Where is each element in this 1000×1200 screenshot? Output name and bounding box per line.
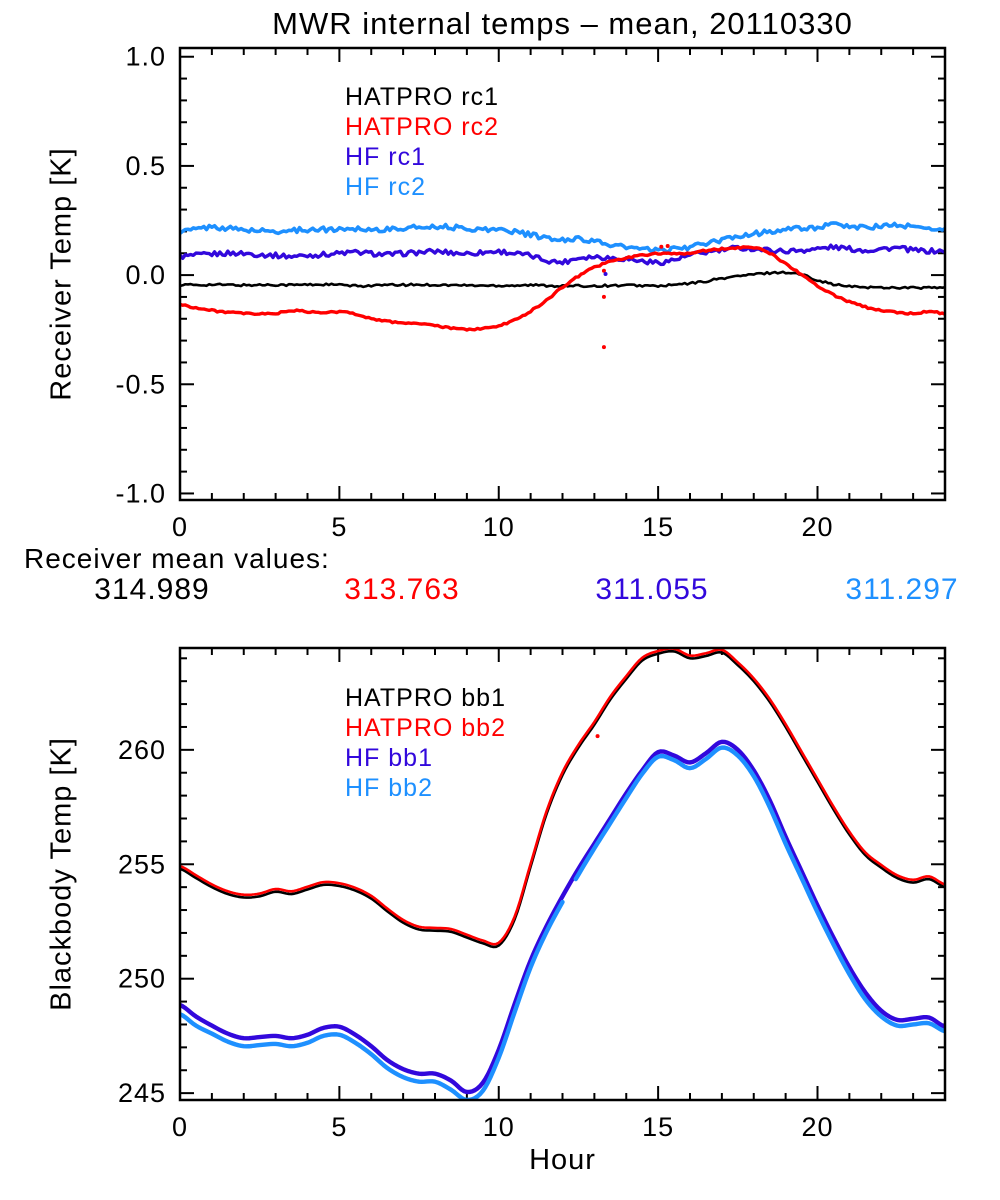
legend-hf-rc2: HF rc2 bbox=[345, 173, 426, 201]
receiver-temp-plot: 0 5 10 15 20 -1.0 -0.5 0.0 0.5 1.0 bbox=[115, 42, 947, 542]
hf-rc2-line bbox=[180, 221, 945, 254]
hour-axis-label: Hour bbox=[529, 1144, 596, 1176]
x-tick-label: 20 bbox=[801, 512, 833, 542]
legend-hf-rc1: HF rc1 bbox=[345, 143, 426, 171]
stray-point bbox=[601, 345, 606, 350]
hf-bb1-line bbox=[180, 739, 945, 1095]
stray-point bbox=[603, 272, 608, 276]
blackbody-temp-frame bbox=[178, 646, 947, 1102]
x-tick-label: 20 bbox=[801, 1112, 833, 1142]
blackbody-y-axis-label: Blackbody Temp [K] bbox=[45, 737, 78, 1011]
y-tick-label: 245 bbox=[118, 1078, 166, 1108]
receiver-mean-values-label: Receiver mean values: bbox=[24, 543, 330, 574]
hf-bb2-line bbox=[573, 745, 945, 1034]
hatpro-bb2-line bbox=[180, 648, 945, 946]
legend-hf-bb2: HF bb2 bbox=[345, 774, 433, 802]
y-tick-label: -1.0 bbox=[115, 478, 166, 508]
mean-value-blue_dark: 311.055 bbox=[595, 573, 709, 606]
x-tick-label: 0 bbox=[172, 512, 188, 542]
hf-bb2-line bbox=[180, 899, 565, 1100]
x-tick-label: 0 bbox=[172, 1112, 188, 1142]
blackbody-temp-plot: 0 5 10 15 20 245 250 255 260 bbox=[118, 646, 947, 1142]
receiver-temp-frame bbox=[178, 46, 947, 502]
chart-title: MWR internal temps – mean, 20110330 bbox=[272, 6, 853, 41]
x-tick-label: 15 bbox=[642, 512, 674, 542]
x-tick-label: 5 bbox=[331, 1112, 347, 1142]
stray-point bbox=[601, 294, 606, 299]
y-tick-label: 0.5 bbox=[125, 151, 166, 181]
y-tick-label: 255 bbox=[118, 849, 166, 879]
hatpro-rc2-line bbox=[180, 245, 945, 332]
stray-point bbox=[595, 734, 600, 739]
x-tick-label: 10 bbox=[483, 1112, 515, 1142]
receiver-y-axis-label: Receiver Temp [K] bbox=[45, 147, 78, 401]
mean-value-blue_light: 311.297 bbox=[845, 573, 959, 606]
hf-rc1-line bbox=[180, 243, 945, 267]
x-tick-label: 10 bbox=[483, 512, 515, 542]
legend-hatpro-bb1: HATPRO bb1 bbox=[345, 684, 506, 712]
mean-value-red: 313.763 bbox=[344, 573, 460, 606]
y-tick-label: -0.5 bbox=[115, 369, 166, 399]
stray-point bbox=[659, 244, 664, 249]
stray-point bbox=[665, 244, 670, 249]
legend-hatpro-bb2: HATPRO bb2 bbox=[345, 714, 506, 742]
mean-value-black: 314.989 bbox=[94, 573, 210, 606]
y-tick-label: 1.0 bbox=[125, 42, 166, 72]
hatpro-rc1-line bbox=[180, 270, 945, 291]
legend-hf-bb1: HF bb1 bbox=[345, 744, 433, 772]
y-tick-label: 260 bbox=[118, 735, 166, 765]
legend-hatpro-rc1: HATPRO rc1 bbox=[345, 83, 499, 111]
y-tick-label: 0.0 bbox=[125, 260, 166, 290]
x-tick-label: 15 bbox=[642, 1112, 674, 1142]
x-tick-label: 5 bbox=[331, 512, 347, 542]
y-tick-label: 250 bbox=[118, 964, 166, 994]
stray-point bbox=[601, 268, 606, 273]
legend-hatpro-rc2: HATPRO rc2 bbox=[345, 113, 499, 141]
